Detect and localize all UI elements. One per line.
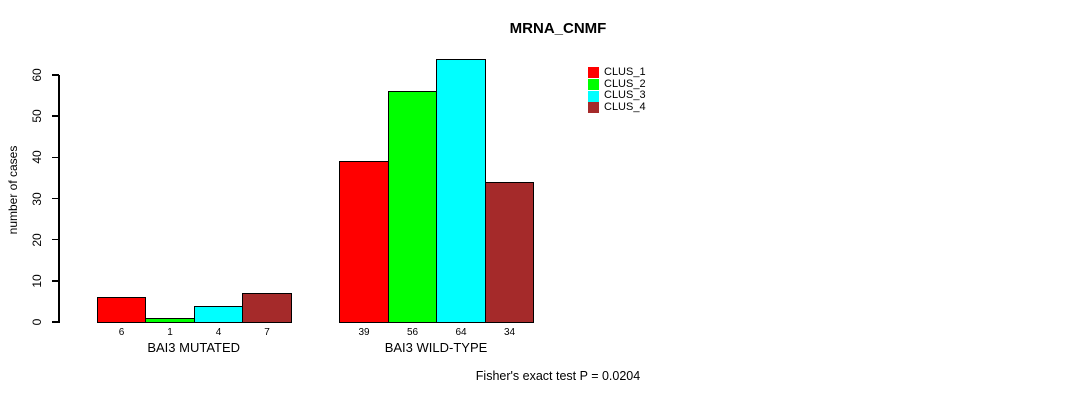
y-axis-tick <box>52 115 59 117</box>
y-tick-label: 60 <box>30 68 44 82</box>
bar-value-label: 4 <box>215 327 222 338</box>
legend-label: CLUS_3 <box>604 89 646 102</box>
bar-value-label: 34 <box>503 327 516 338</box>
legend-swatch-clus-2 <box>588 79 599 91</box>
bar-value-label: 7 <box>264 327 270 338</box>
bar-clus-4 <box>485 182 534 323</box>
y-tick-label: 50 <box>30 109 44 123</box>
bar-value-label: 56 <box>406 327 419 338</box>
legend: CLUS_1 CLUS_2 CLUS_3 CLUS_4 <box>588 66 646 114</box>
legend-item: CLUS_3 <box>588 90 646 102</box>
bar-clus-2 <box>145 318 195 323</box>
legend-swatch-clus-1 <box>588 67 599 79</box>
bar-clus-3 <box>194 306 243 323</box>
legend-swatch-clus-4 <box>588 102 599 114</box>
y-axis-tick <box>52 321 59 323</box>
legend-label: CLUS_1 <box>604 66 646 78</box>
y-tick-label: 0 <box>30 318 44 326</box>
bar-clus-3 <box>436 59 486 323</box>
legend-item: CLUS_4 <box>588 101 646 114</box>
group-label: BAI3 MUTATED <box>147 340 241 355</box>
legend-swatch-clus-3 <box>588 90 599 102</box>
y-tick-label: 30 <box>30 191 44 206</box>
y-tick-label: 10 <box>30 274 44 288</box>
y-axis-tick <box>52 280 59 282</box>
group-label: BAI3 WILD-TYPE <box>384 340 488 355</box>
bar-clus-2 <box>388 91 437 323</box>
bar-value-label: 1 <box>167 327 173 338</box>
legend-label: CLUS_2 <box>604 77 646 90</box>
bar-clus-1 <box>97 297 146 323</box>
y-axis-label: number of cases <box>6 145 20 235</box>
bar-value-label: 64 <box>455 327 467 338</box>
bar-value-label: 6 <box>118 327 125 338</box>
y-axis-tick <box>52 238 59 241</box>
bar-clus-1 <box>339 161 389 323</box>
bar-value-label: 39 <box>358 327 370 338</box>
legend-item: CLUS_1 <box>588 66 646 79</box>
y-tick-label: 40 <box>30 150 44 165</box>
bar-clus-4 <box>242 293 292 323</box>
y-axis-tick <box>52 74 59 76</box>
y-axis-tick <box>52 197 59 200</box>
y-axis-tick <box>52 156 59 159</box>
legend-item: CLUS_2 <box>588 77 646 91</box>
legend-label: CLUS_4 <box>604 101 646 114</box>
chart-title: MRNA_CNMF <box>509 20 607 37</box>
y-tick-label: 20 <box>30 232 44 247</box>
annotation-text: Fisher's exact test P = 0.0204 <box>475 369 641 383</box>
